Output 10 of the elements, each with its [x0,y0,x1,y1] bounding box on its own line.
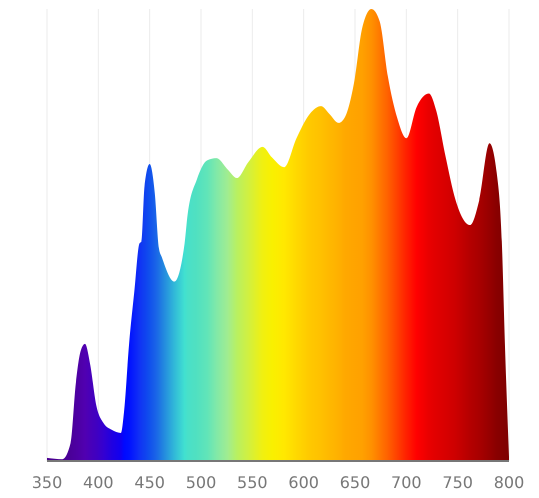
x-tick-label: 700 [391,473,422,492]
x-tick-label: 800 [494,473,524,492]
x-tick-label: 750 [442,473,473,492]
x-tick-label: 450 [134,473,165,492]
x-tick-label: 650 [340,473,370,492]
x-tick-label: 600 [288,473,319,492]
x-tick-label: 550 [237,473,268,492]
x-tick-label: 350 [32,473,62,492]
x-tick-label: 400 [83,473,114,492]
x-tick-label: 500 [186,473,216,492]
